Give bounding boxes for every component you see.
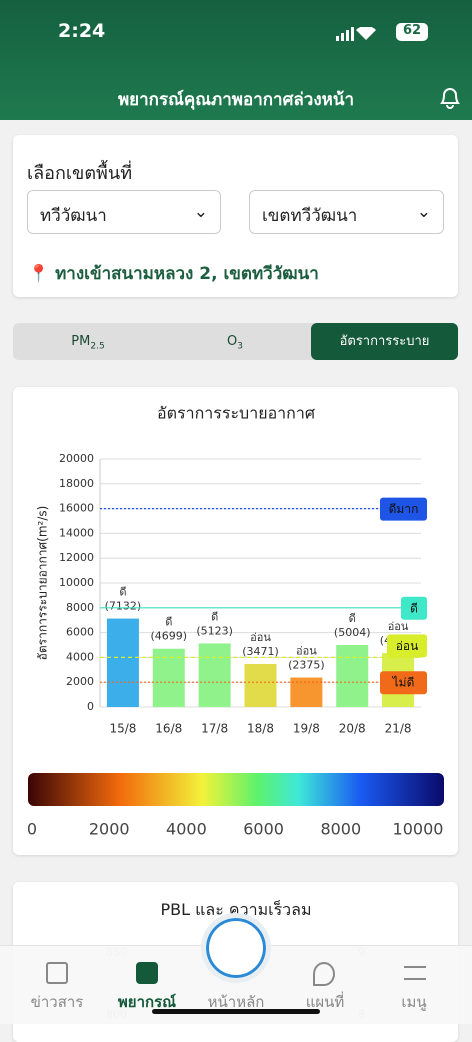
home-button[interactable] — [201, 913, 271, 983]
y-tick-label: 10000 — [59, 576, 94, 589]
colorbar-tick: 4000 — [166, 820, 207, 839]
y-tick-label: 14000 — [59, 526, 94, 539]
chart: อัตราการระบายอากาศ อัตราการระบายอากาศ(m²… — [27, 404, 444, 839]
tab[interactable]: PM2.5 — [13, 323, 163, 360]
home-indicator — [152, 1009, 320, 1014]
nav-item[interactable]: แผนที่ — [305, 993, 345, 1011]
tab-text: O — [227, 334, 238, 349]
y-tick-label: 18000 — [59, 477, 94, 490]
area-title: เลือกเขตพื้นที่ — [27, 163, 133, 184]
value-label: (7132) — [105, 600, 142, 613]
y-tick-label: 16000 — [59, 502, 94, 515]
x-tick-label: 17/8 — [201, 722, 228, 736]
nav-icon — [136, 962, 158, 984]
bar — [336, 644, 369, 707]
bell[interactable] — [438, 84, 462, 110]
tab-sub: 3 — [237, 341, 243, 352]
header-bg — [0, 0, 472, 120]
threshold-badge — [380, 671, 427, 695]
threshold-label: ไม่ดี — [392, 676, 415, 690]
area-card — [13, 135, 458, 297]
nav-item[interactable]: เมนู — [401, 993, 427, 1011]
tab-text: PM — [71, 334, 91, 349]
threshold-badge — [387, 634, 427, 658]
y-tick-label: 4000 — [66, 650, 94, 663]
y-tick-label: 0 — [87, 700, 94, 713]
x-tick-label: 20/8 — [339, 722, 366, 736]
colorbar-tick: 0 — [27, 820, 37, 839]
nav-item[interactable]: ข่าวสาร — [30, 993, 84, 1011]
quality-label: ดี — [211, 610, 218, 623]
y-tick-label: 2000 — [66, 675, 94, 688]
bar — [244, 663, 277, 707]
nav-icon — [313, 962, 335, 986]
colorbar-tick: 10000 — [393, 820, 444, 839]
battery: 62 — [396, 23, 428, 41]
signal-icons — [336, 25, 386, 41]
y-tick-label: 8000 — [66, 601, 94, 614]
nav-icon — [404, 966, 426, 980]
nav-item[interactable]: หน้าหลัก — [207, 993, 265, 1011]
bar — [198, 643, 231, 707]
pbl-title: PBL และ ความเร็วลม — [160, 900, 312, 919]
quality-label: อ่อน — [388, 620, 409, 633]
location: 📍 ทางเข้าสนามหลวง 2, เขตทวีวัฒนา — [28, 264, 319, 284]
select[interactable]: เขตทวีวัฒนา ⌄ — [249, 190, 444, 234]
colorbar-tick: 8000 — [320, 820, 361, 839]
y-tick-label: 20000 — [59, 452, 94, 465]
select-text: เขตทวีวัฒนา — [262, 206, 358, 226]
bar — [106, 618, 139, 707]
bar — [152, 648, 185, 707]
tab-active[interactable]: อัตราการระบาย — [311, 323, 458, 360]
time: 2:24 — [58, 20, 106, 42]
colorbar — [28, 773, 444, 806]
threshold-label: อ่อน — [396, 639, 419, 653]
header-title: พยากรณ์คุณภาพอากาศล่วงหน้า — [117, 90, 355, 110]
value-label: (5004) — [334, 626, 371, 639]
tab[interactable]: O3 — [160, 323, 310, 360]
value-label: (5123) — [196, 624, 233, 637]
colorbar-tick: 2000 — [89, 820, 130, 839]
x-tick-label: 15/8 — [109, 722, 136, 736]
nav-icon — [46, 962, 68, 984]
select[interactable]: ทวีวัฒนา ⌄ — [27, 190, 221, 234]
value-label: (3471) — [242, 645, 279, 658]
quality-label: อ่อน — [296, 645, 317, 658]
tab-sub: 2.5 — [90, 341, 105, 352]
chart-title: อัตราการระบายอากาศ — [157, 404, 315, 423]
colorbar-tick: 6000 — [243, 820, 284, 839]
x-tick-label: 21/8 — [385, 722, 412, 736]
y-axis-label: อัตราการระบายอากาศ(m²/s) — [36, 506, 50, 661]
value-label: (4699) — [150, 630, 187, 643]
threshold-label: ดี — [410, 601, 418, 615]
x-tick-label: 19/8 — [293, 722, 320, 736]
x-tick-label: 18/8 — [247, 722, 274, 736]
quality-label: ดี — [119, 586, 126, 599]
location-text: ทางเข้าสนามหลวง 2, เขตทวีวัฒนา — [55, 264, 319, 284]
nav-item[interactable]: พยากรณ์ — [117, 993, 177, 1011]
x-tick-label: 16/8 — [155, 722, 182, 736]
select-text: ทวีวัฒนา — [40, 206, 107, 226]
value-label: (2375) — [288, 659, 325, 672]
quality-label: อ่อน — [250, 631, 271, 644]
quality-label: ดี — [349, 612, 356, 625]
y-tick-label: 6000 — [66, 626, 94, 639]
threshold-badge — [380, 497, 427, 521]
threshold-badge — [401, 596, 427, 620]
y-tick-label: 12000 — [59, 551, 94, 564]
quality-label: ดี — [165, 616, 172, 629]
tab-text: อัตราการระบาย — [339, 334, 430, 349]
threshold-label: ดีมาก — [389, 502, 419, 516]
